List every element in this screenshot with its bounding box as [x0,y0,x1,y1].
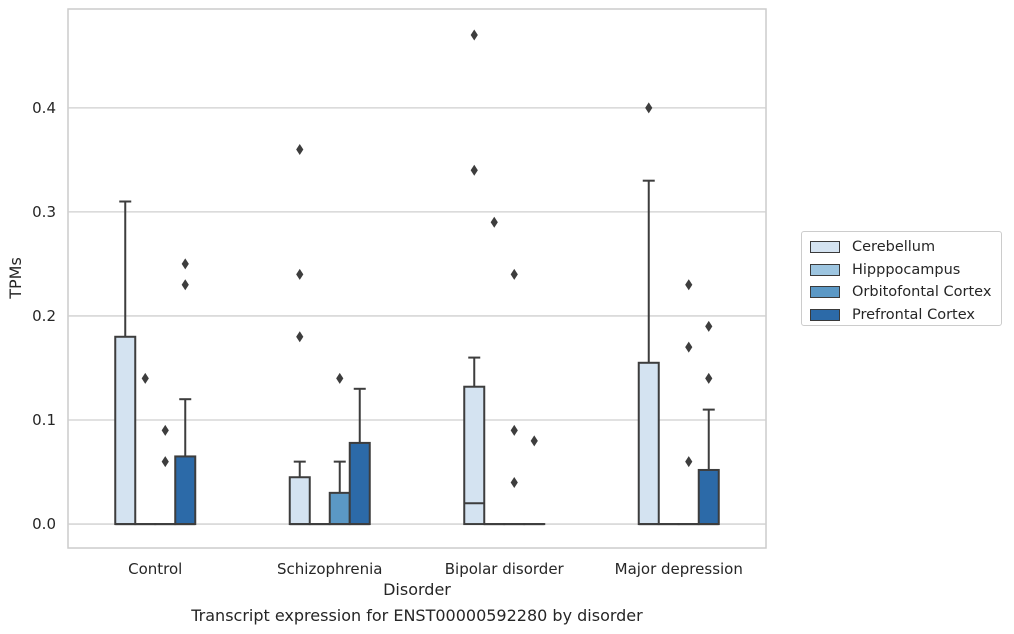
legend-swatch [810,286,840,299]
box [637,361,660,526]
outlier-point [685,341,693,353]
y-axis-ticks: 0.0 0.1 0.2 0.3 0.4 [32,99,56,533]
outlier-point [470,29,478,41]
box-cerebellum [114,200,137,526]
legend-label: Cerebellum [852,239,936,256]
legend: Cerebellum Hipppocampus Orbitofontal Corte… [801,231,1002,326]
x-tick-label: Schizophrenia [277,560,382,578]
outlier-point [645,102,653,114]
legend-item: Orbitofontal Cortex [810,281,993,304]
box-cerebellum [637,102,660,526]
outlier-point [705,320,713,332]
box [174,455,197,526]
box-orbitofontal-cortex [503,268,526,526]
outlier-point [296,143,304,155]
y-tick-label: 0.1 [32,411,56,429]
legend-item: Hipppocampus [810,259,993,282]
y-tick-label: 0.3 [32,203,56,221]
outlier-point [685,279,693,291]
legend-item: Prefrontal Cortex [810,304,993,327]
outlier-point [470,164,478,176]
box-cerebellum [288,143,311,526]
outlier-point [510,476,518,488]
box-series [114,29,720,526]
box-cerebellum [463,29,486,526]
y-tick-label: 0.4 [32,99,56,117]
legend-swatch [810,263,840,276]
x-tick-label: Bipolar disorder [445,560,565,578]
box-prefrontal-cortex [523,435,546,526]
box [463,385,486,526]
outlier-point [141,372,149,384]
legend-label: Hipppocampus [852,261,961,278]
x-tick-label: Major depression [615,560,743,578]
outlier-point [181,258,189,270]
x-axis-ticks: Control Schizophrenia Bipolar disorder Majo… [128,560,743,578]
x-tick-label: Control [128,560,182,578]
box [114,335,137,526]
box-prefrontal-cortex [348,387,371,526]
legend-label: Prefrontal Cortex [852,306,975,323]
outlier-point [510,268,518,280]
outlier-point [296,331,304,343]
box [348,441,371,526]
box-prefrontal-cortex [174,258,197,526]
outlier-point [336,372,344,384]
legend-swatch [810,308,840,321]
outlier-point [490,216,498,228]
outlier-point [296,268,304,280]
legend-label: Orbitofontal Cortex [852,284,992,301]
outlier-point [530,435,538,447]
box-orbitofontal-cortex [677,279,700,526]
outlier-point [510,424,518,436]
legend-item: Cerebellum [810,236,993,259]
plot-area [67,8,767,549]
y-tick-label: 0.2 [32,307,56,325]
y-axis-label: TPMs [6,257,25,300]
outlier-point [181,279,189,291]
outlier-point [685,456,693,468]
box [328,491,351,526]
outlier-point [161,456,169,468]
box-orbitofontal-cortex [328,372,351,526]
outlier-point [161,424,169,436]
box [288,476,311,526]
box-prefrontal-cortex [697,320,720,526]
x-axis-label: Disorder [383,580,451,599]
y-tick-label: 0.0 [32,515,56,533]
legend-swatch [810,241,840,254]
box [697,468,720,526]
figure-caption: Transcript expression for ENST0000059228… [191,606,643,625]
outlier-point [705,372,713,384]
